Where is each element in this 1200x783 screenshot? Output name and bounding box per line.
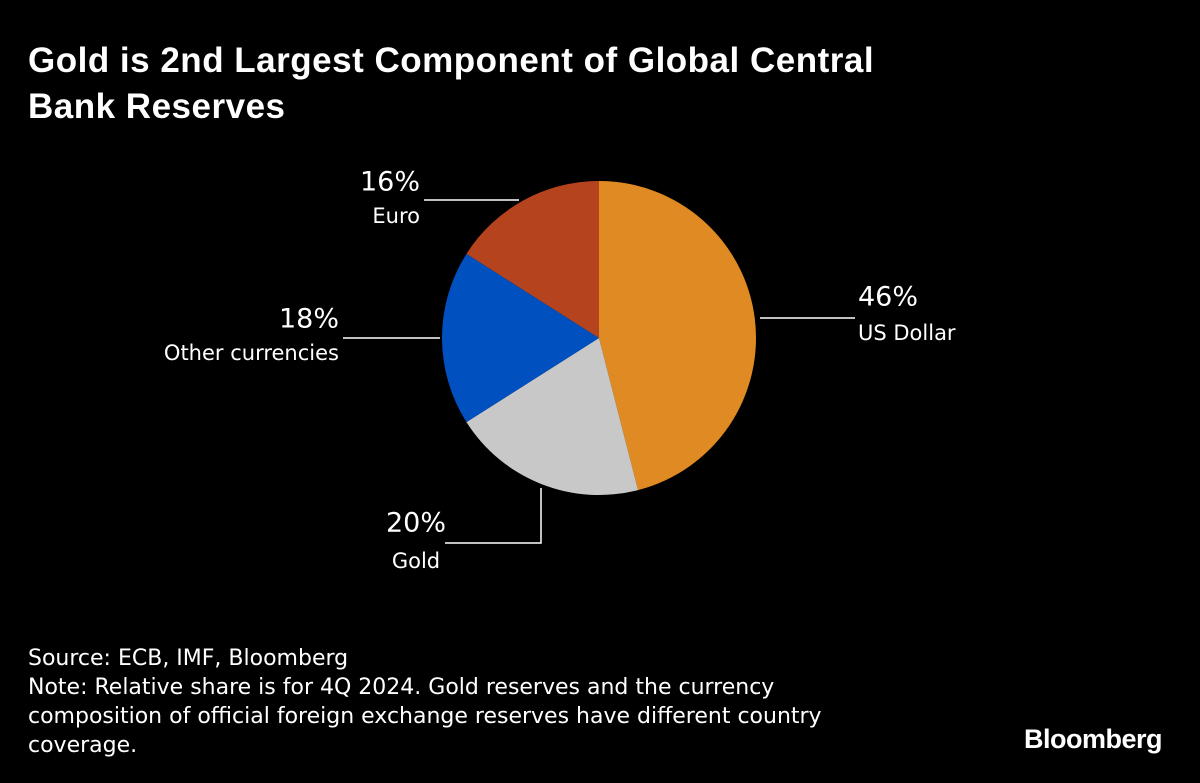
chart-title: Gold is 2nd Largest Component of Global … bbox=[28, 41, 875, 126]
value-label: 16% bbox=[360, 167, 420, 198]
value-label: 18% bbox=[279, 304, 339, 335]
category-label: Other currencies bbox=[164, 341, 339, 365]
note: Note: Relative share is for 4Q 2024. Gol… bbox=[28, 675, 822, 758]
pie-slice bbox=[442, 253, 599, 423]
leader-line bbox=[445, 488, 542, 544]
brand-logo: Bloomberg bbox=[1023, 724, 1163, 754]
category-label: Euro bbox=[372, 204, 420, 228]
footer: Source: ECB, IMF, Bloomberg Note: Relati… bbox=[28, 644, 868, 760]
pie-slice bbox=[466, 338, 639, 496]
category-label: Gold bbox=[392, 549, 440, 573]
source: Source: ECB, IMF, Bloomberg bbox=[28, 646, 349, 671]
value-label: 46% bbox=[858, 282, 918, 313]
value-label: 20% bbox=[386, 508, 446, 539]
pie-slice bbox=[466, 181, 599, 338]
pie-slice bbox=[599, 181, 757, 491]
category-label: US Dollar bbox=[858, 321, 956, 345]
